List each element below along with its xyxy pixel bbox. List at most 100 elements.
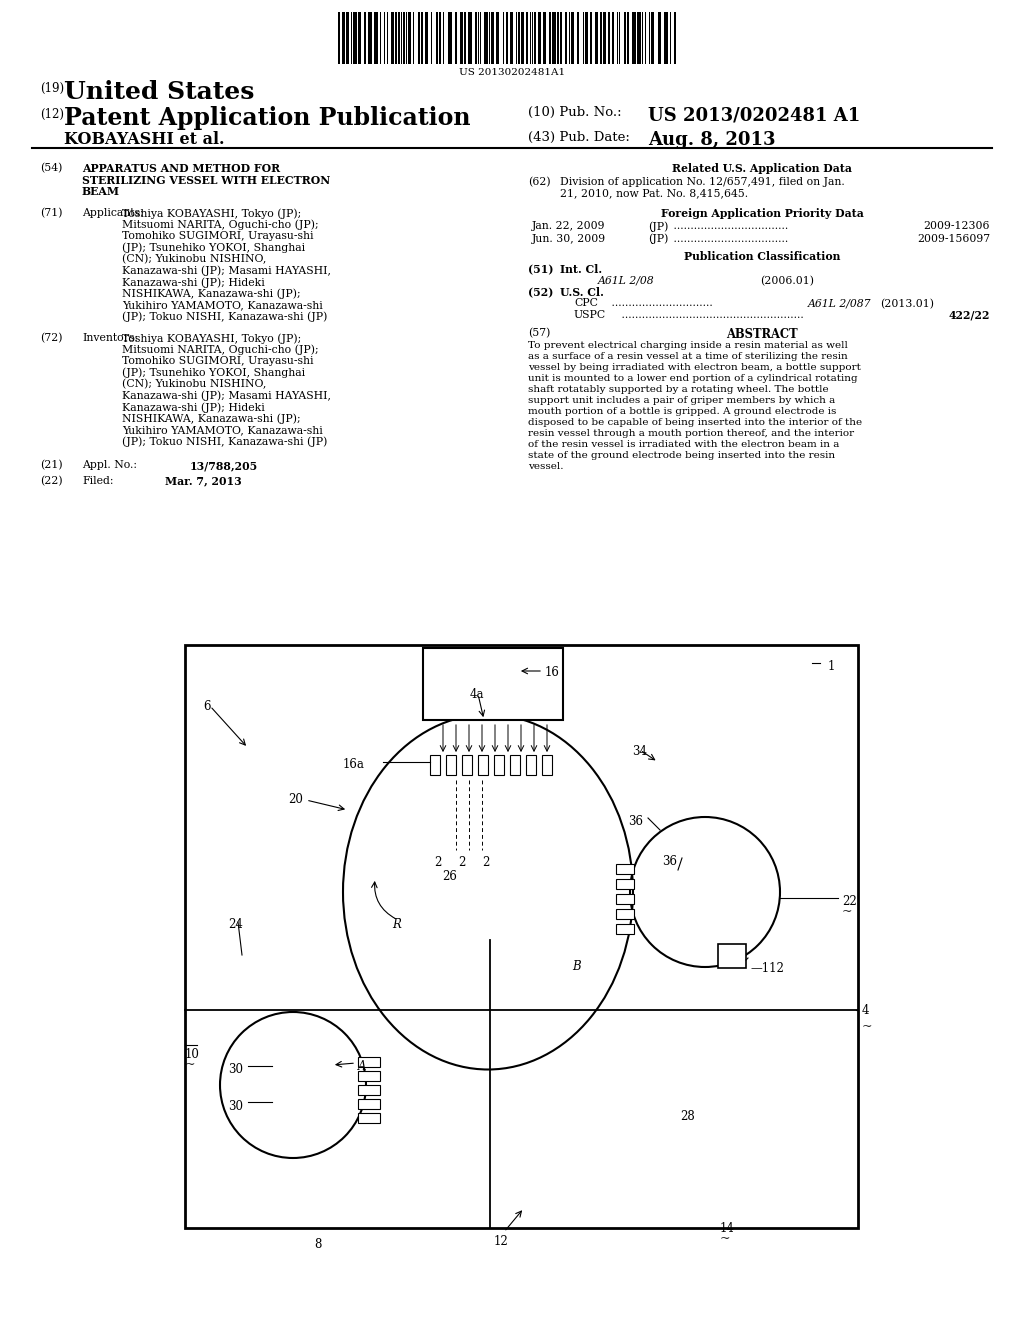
Bar [496,12,499,63]
Text: of the resin vessel is irradiated with the electron beam in a: of the resin vessel is irradiated with t… [528,440,840,449]
Bar [542,755,552,775]
Bar [346,12,349,63]
Text: 2009-156097: 2009-156097 [916,234,990,243]
Text: Inventors:: Inventors: [82,333,138,343]
Text: 2: 2 [434,855,441,869]
Bar [430,755,440,775]
Text: Toshiya KOBAYASHI, Tokyo (JP);: Toshiya KOBAYASHI, Tokyo (JP); [122,209,301,219]
Text: Yukihiro YAMAMOTO, Kanazawa-shi: Yukihiro YAMAMOTO, Kanazawa-shi [122,300,323,310]
Text: ABSTRACT: ABSTRACT [726,327,798,341]
Text: Related U.S. Application Data: Related U.S. Application Data [672,162,852,174]
Text: resin vessel through a mouth portion thereof, and the interior: resin vessel through a mouth portion the… [528,429,854,438]
Bar [616,909,634,919]
Text: (JP): (JP) [648,220,669,231]
Bar [526,12,528,63]
Bar [358,1113,380,1123]
Bar [494,755,504,775]
Bar [616,865,634,874]
Text: B: B [572,960,581,973]
Text: 36: 36 [628,814,643,828]
Bar [484,12,488,63]
Bar [571,12,574,63]
Bar [674,12,676,63]
Bar [612,12,614,63]
Text: vessel.: vessel. [528,462,563,471]
Text: 24: 24 [228,917,243,931]
Bar [464,12,466,63]
Text: Kanazawa-shi (JP); Hideki: Kanazawa-shi (JP); Hideki [122,277,265,288]
Bar [358,12,361,63]
Text: Tomohiko SUGIMORI, Urayasu-shi: Tomohiko SUGIMORI, Urayasu-shi [122,231,313,242]
Bar [358,1100,380,1109]
Text: 26: 26 [442,870,457,883]
Text: ~: ~ [720,1232,730,1245]
Text: (54): (54) [40,162,62,173]
Text: 4: 4 [862,1003,869,1016]
Bar [538,12,541,63]
Text: (43) Pub. Date:: (43) Pub. Date: [528,131,630,144]
Bar [478,755,488,775]
Text: Jun. 30, 2009: Jun. 30, 2009 [532,234,606,243]
Text: ~: ~ [185,1059,196,1071]
Text: as a surface of a resin vessel at a time of sterilizing the resin: as a surface of a resin vessel at a time… [528,352,848,360]
Text: (51): (51) [528,264,554,275]
Bar [364,12,366,63]
Bar [543,12,546,63]
Text: 14: 14 [720,1222,735,1236]
Text: 16a: 16a [343,758,365,771]
Text: (JP): (JP) [648,234,669,244]
Text: Kanazawa-shi (JP); Masami HAYASHI,: Kanazawa-shi (JP); Masami HAYASHI, [122,391,331,401]
Text: Applicants:: Applicants: [82,209,143,218]
Text: BEAM: BEAM [82,186,120,197]
Bar [616,924,634,935]
Bar [391,12,394,63]
Text: 12: 12 [494,1236,509,1247]
Text: NISHIKAWA, Kanazawa-shi (JP);: NISHIKAWA, Kanazawa-shi (JP); [122,289,301,300]
Text: (71): (71) [40,209,62,218]
Bar [425,12,428,63]
Text: (CN); Yukinobu NISHINO,: (CN); Yukinobu NISHINO, [122,379,266,389]
Bar [421,12,423,63]
Text: Tomohiko SUGIMORI, Urayasu-shi: Tomohiko SUGIMORI, Urayasu-shi [122,356,313,366]
Text: ..................................: .................................. [670,220,788,231]
Text: CPC: CPC [574,298,598,309]
Text: ......................................................: ........................................… [618,310,804,319]
Text: R: R [392,917,400,931]
Bar [534,12,536,63]
Text: 22: 22 [842,895,857,908]
Text: United States: United States [63,81,254,104]
Text: state of the ground electrode being inserted into the resin: state of the ground electrode being inse… [528,451,836,459]
Text: mouth portion of a bottle is gripped. A ground electrode is: mouth portion of a bottle is gripped. A … [528,407,837,416]
Text: Kanazawa-shi (JP); Masami HAYASHI,: Kanazawa-shi (JP); Masami HAYASHI, [122,265,331,276]
Bar [446,755,456,775]
Bar [590,12,592,63]
Text: Division of application No. 12/657,491, filed on Jan.: Division of application No. 12/657,491, … [560,177,845,187]
Text: 2: 2 [459,855,466,869]
Text: 30: 30 [228,1100,243,1113]
Bar [560,12,562,63]
Text: 10: 10 [185,1048,200,1061]
Bar [552,12,556,63]
Bar [358,1057,380,1067]
Text: ~: ~ [842,906,853,917]
Text: Toshiya KOBAYASHI, Tokyo (JP);: Toshiya KOBAYASHI, Tokyo (JP); [122,333,301,343]
Text: (21): (21) [40,459,62,470]
Bar [490,12,494,63]
Text: (2006.01): (2006.01) [760,276,814,286]
Bar [510,12,513,63]
Bar [557,12,559,63]
Bar [436,12,438,63]
Bar [506,12,508,63]
Text: 8: 8 [314,1238,322,1251]
Bar [718,944,746,968]
Text: (CN); Yukinobu NISHINO,: (CN); Yukinobu NISHINO, [122,253,266,264]
Text: 2009-12306: 2009-12306 [924,220,990,231]
Text: 30: 30 [228,1063,243,1076]
Bar [408,12,411,63]
Text: vessel by being irradiated with electron beam, a bottle support: vessel by being irradiated with electron… [528,363,861,372]
Bar [526,755,536,775]
Text: support unit includes a pair of griper members by which a: support unit includes a pair of griper m… [528,396,836,405]
Text: unit is mounted to a lower end portion of a cylindrical rotating: unit is mounted to a lower end portion o… [528,374,858,383]
Bar [585,12,588,63]
Text: (JP); Tsunehiko YOKOI, Shanghai: (JP); Tsunehiko YOKOI, Shanghai [122,243,305,253]
